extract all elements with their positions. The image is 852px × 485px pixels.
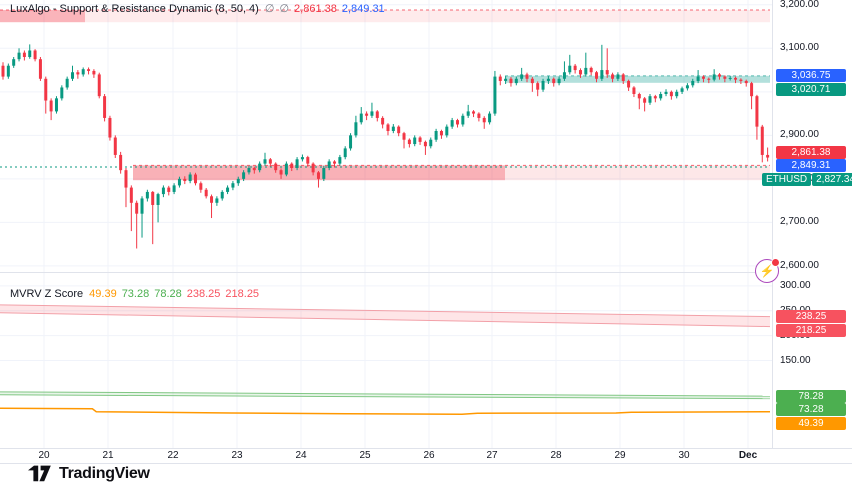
- time-tick-label: 27: [486, 450, 498, 461]
- tradingview-logo-text[interactable]: TradingView: [59, 465, 150, 482]
- legend-value: 78.28: [154, 288, 182, 300]
- time-tick-label: 30: [678, 450, 690, 461]
- price-badge: 218.25: [776, 323, 846, 337]
- grid-lines-lower: [0, 273, 772, 448]
- main-price-pane[interactable]: [0, 0, 772, 272]
- mvrv-bands: [0, 304, 771, 400]
- indicator-title-main[interactable]: LuxAlgo - Support & Resistance Dynamic (…: [10, 2, 259, 15]
- mvrv-score: [0, 407, 771, 415]
- price-badge: 2,849.31: [776, 159, 846, 173]
- grid-lines: [0, 0, 772, 272]
- time-tick-label: 23: [231, 450, 243, 461]
- footer: TradingView: [0, 463, 852, 485]
- mvrv-upper-band: [0, 304, 770, 327]
- price-badge: 238.25: [776, 310, 846, 324]
- axis-tick-label: 2,700.00: [780, 216, 819, 228]
- indicator-legend-lower[interactable]: MVRV Z Score 49.39 73.28 78.28 238.25 218.25: [10, 288, 264, 300]
- price-badge: 2,861.38: [776, 145, 846, 159]
- mvrv-score-line: [0, 407, 771, 415]
- tradingview-logo-icon[interactable]: [28, 464, 52, 484]
- support-zone-teal: [505, 75, 770, 83]
- candles[interactable]: [1, 44, 770, 249]
- legend-value: 2,861.38: [294, 3, 337, 15]
- indicator-values-lower: 49.39 73.28 78.28 238.25 218.25: [89, 288, 264, 300]
- lightning-bolt-icon: ⚡: [759, 264, 775, 278]
- legend-value: 2,849.31: [341, 3, 385, 15]
- pane-separator[interactable]: [0, 272, 852, 273]
- indicator-legend-main[interactable]: LuxAlgo - Support & Resistance Dynamic (…: [10, 2, 390, 16]
- price-badge: 49.39: [776, 416, 846, 430]
- legend-value: 73.28: [121, 288, 150, 300]
- time-tick-label: 26: [423, 450, 435, 461]
- axis-tick-label: 2,600.00: [780, 259, 819, 271]
- last-price-badge: ETHUSD 2,827.34: [762, 172, 852, 186]
- price-axis[interactable]: 3,200.003,100.003,000.002,900.002,800.00…: [772, 0, 852, 448]
- mvrv-mid-band: [0, 391, 770, 399]
- legend-value: ∅: [264, 3, 275, 15]
- axis-tick-label: 3,100.00: [780, 42, 819, 54]
- time-tick-label: Dec: [738, 450, 758, 461]
- time-tick-label: 22: [167, 450, 179, 461]
- legend-value: ∅: [279, 3, 290, 15]
- axis-tick-label: 300.00: [780, 279, 811, 291]
- last-price-value: 2,827.34: [812, 172, 852, 186]
- notification-dot: [771, 258, 780, 267]
- axis-tick-label: 2,900.00: [780, 129, 819, 141]
- legend-value: 238.25: [186, 288, 221, 300]
- symbol-label: ETHUSD: [762, 172, 812, 186]
- price-badge: 78.28: [776, 389, 846, 403]
- time-tick-label: 24: [295, 450, 307, 461]
- indicator-values-main: ∅ ∅ 2,861.38 2,849.31: [265, 2, 390, 15]
- time-tick-label: 25: [359, 450, 371, 461]
- price-badge: 3,020.71: [776, 82, 846, 96]
- resistance-zone-mid: [133, 165, 770, 181]
- time-tick-label: 21: [102, 450, 114, 461]
- time-tick-label: 20: [38, 450, 50, 461]
- time-tick-label: 29: [614, 450, 626, 461]
- legend-value: 49.39: [89, 288, 117, 300]
- price-badge: 3,036.75: [776, 69, 846, 83]
- price-badge: 73.28: [776, 403, 846, 417]
- time-tick-label: 28: [550, 450, 562, 461]
- time-axis[interactable]: 20 21 22 23 24 25 26 27 28 29 30 Dec: [0, 448, 852, 464]
- legend-value: 218.25: [225, 288, 260, 300]
- axis-tick-label: 3,200.00: [780, 0, 819, 10]
- mvrv-pane[interactable]: [0, 273, 772, 448]
- resistance-zone-top: [0, 10, 770, 23]
- boost-button[interactable]: ⚡: [755, 258, 780, 283]
- axis-tick-label: 150.00: [780, 354, 811, 366]
- indicator-title-lower[interactable]: MVRV Z Score: [10, 288, 84, 300]
